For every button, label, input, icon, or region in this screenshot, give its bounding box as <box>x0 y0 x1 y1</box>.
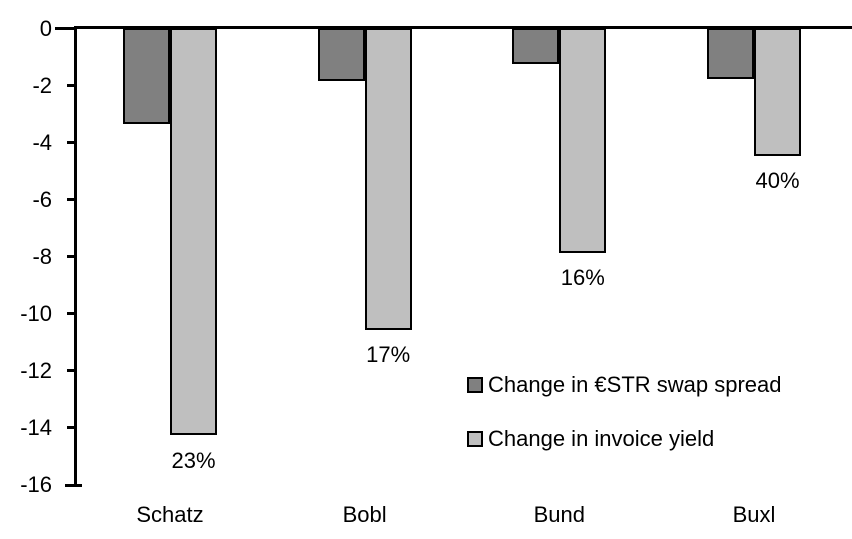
legend: Change in €STR swap spread Change in inv… <box>467 372 782 452</box>
bar-value-label: 40% <box>755 168 800 194</box>
bar-bobl-swap-spread <box>317 28 365 82</box>
y-tick-label: -10 <box>20 300 52 326</box>
x-category-label-schatz: Schatz <box>136 502 204 527</box>
y-tick-mark <box>65 483 82 487</box>
legend-item-swap-spread: Change in €STR swap spread <box>467 372 782 398</box>
bar-schatz-swap-spread <box>123 28 170 125</box>
bar-value-label: 23% <box>171 447 216 473</box>
y-tick-mark <box>67 84 76 88</box>
y-tick-label: -4 <box>32 129 52 155</box>
y-tick-label: -14 <box>20 414 52 440</box>
bar-bobl-invoice-yield <box>364 28 412 330</box>
y-tick-label: -6 <box>32 186 52 212</box>
y-tick-mark <box>67 426 76 430</box>
x-category-label-buxl: Buxl <box>732 502 776 527</box>
x-category-label-bobl: Bobl <box>342 502 387 527</box>
bar-bund-invoice-yield <box>559 28 607 253</box>
bar-bund-swap-spread <box>512 28 560 65</box>
y-tick-label: -8 <box>32 243 52 269</box>
y-tick-label: -16 <box>20 472 52 497</box>
bar-value-label: 17% <box>366 342 411 368</box>
y-tick-mark <box>67 141 76 145</box>
bar-value-label: 16% <box>560 265 605 291</box>
legend-swatch-swap-spread-icon <box>467 377 483 393</box>
y-tick-label: -12 <box>20 357 52 383</box>
legend-swatch-invoice-yield-icon <box>467 431 483 447</box>
x-category-label-bund: Bund <box>533 502 586 527</box>
bar-buxl-invoice-yield <box>754 28 801 156</box>
y-tick-mark <box>67 198 76 202</box>
y-tick-label: -2 <box>32 72 52 98</box>
bar-schatz-invoice-yield <box>170 28 217 436</box>
y-tick-mark <box>67 312 76 316</box>
y-tick-mark <box>55 27 75 30</box>
y-tick-label: 0 <box>39 15 52 41</box>
x-axis-zero-line <box>74 26 852 29</box>
legend-label-invoice-yield: Change in invoice yield <box>488 426 715 451</box>
legend-item-invoice-yield: Change in invoice yield <box>467 426 782 452</box>
y-tick-mark <box>67 255 76 259</box>
y-tick-mark <box>67 369 76 373</box>
legend-label-swap-spread: Change in €STR swap spread <box>488 372 782 397</box>
bar-buxl-swap-spread <box>707 28 754 79</box>
